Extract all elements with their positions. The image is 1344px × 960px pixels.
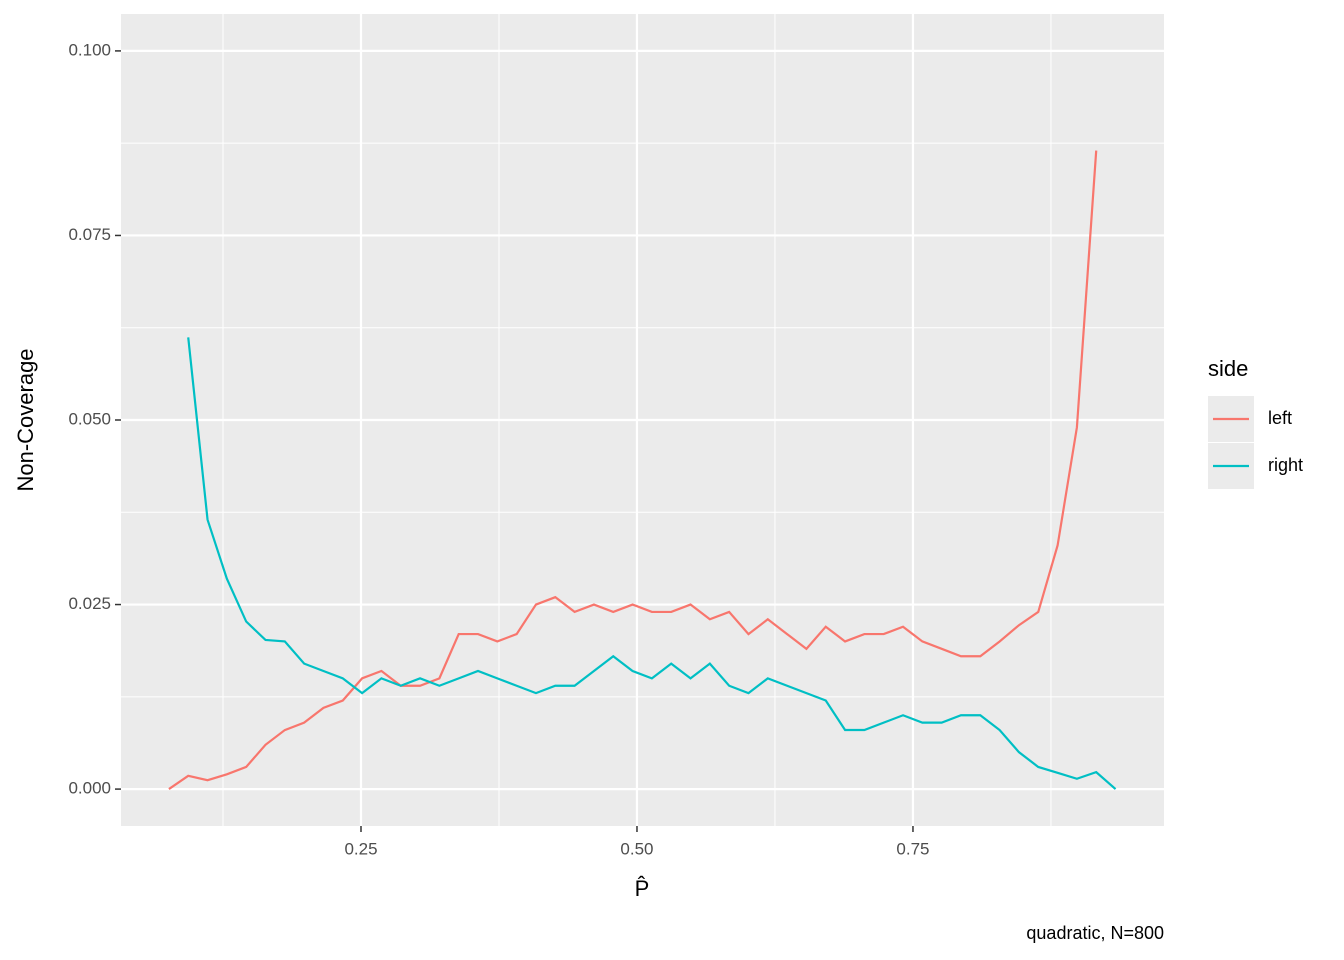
line-series <box>187 337 1117 790</box>
y-tick-label: 0.050 <box>68 409 111 428</box>
x-tick-label: 0.75 <box>896 839 929 858</box>
y-tick-label: 0.025 <box>68 594 111 613</box>
legend-label: right <box>1268 455 1303 475</box>
legend-title: side <box>1208 356 1248 381</box>
x-tick-label: 0.50 <box>620 839 653 858</box>
y-tick-label: 0.000 <box>68 779 111 798</box>
x-tick-label: 0.25 <box>344 839 377 858</box>
y-tick-label: 0.075 <box>68 225 111 244</box>
legend-label: left <box>1268 408 1292 428</box>
y-tick-label: 0.100 <box>68 40 111 59</box>
caption: quadratic, N=800 <box>1026 923 1164 943</box>
y-axis-title: Non-Coverage <box>13 348 38 491</box>
x-axis-title: P̂ <box>635 876 650 901</box>
line-series <box>168 150 1098 790</box>
